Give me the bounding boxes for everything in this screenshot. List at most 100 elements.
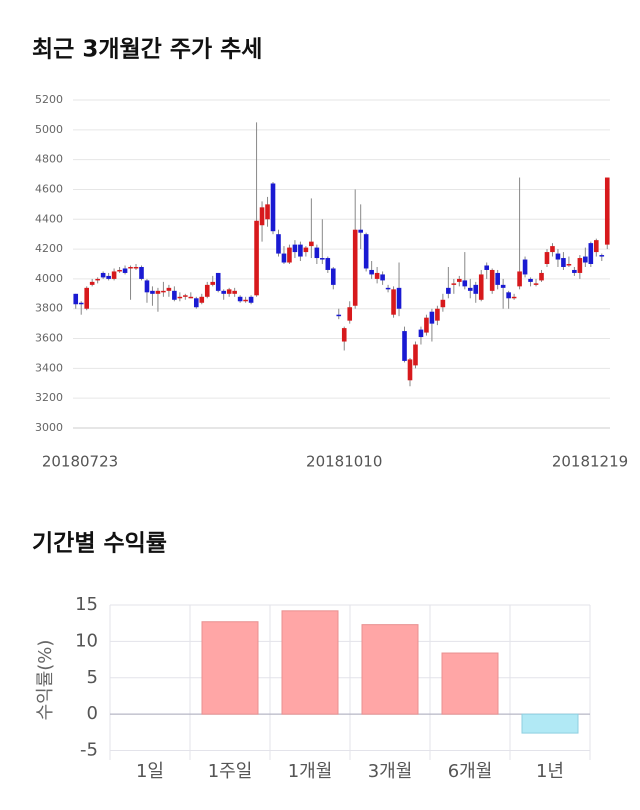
candle-body: [544, 252, 550, 264]
candle-body: [139, 266, 144, 279]
candle-body: [309, 241, 314, 247]
candle-body: [183, 295, 188, 297]
x-tick-label: 6개월: [448, 761, 493, 782]
candle-body: [528, 278, 533, 282]
candle-body: [363, 234, 369, 269]
candle-body: [462, 280, 468, 287]
chart-title: 최근 3개월간 주가 추세: [32, 37, 262, 63]
candle-body: [572, 269, 577, 273]
candle-body: [166, 287, 172, 291]
candle-body: [155, 290, 161, 294]
x-tick-label: 20181010: [306, 453, 382, 471]
candle-body: [385, 287, 391, 290]
x-tick-label: 1개월: [288, 761, 333, 782]
candle-body: [320, 258, 325, 260]
candle-body: [281, 253, 287, 263]
candle-body: [336, 314, 342, 317]
y-tick-label: 4200: [35, 242, 63, 255]
x-tick-label: 1주일: [208, 761, 253, 782]
candle-body: [226, 289, 232, 294]
candle-body: [506, 292, 511, 299]
bar: [441, 652, 499, 715]
candle-body: [303, 247, 309, 253]
candle-body: [259, 207, 265, 226]
y-tick-label: 15: [75, 594, 98, 615]
bar: [201, 621, 259, 715]
candle-body: [467, 287, 473, 291]
candle-body: [495, 272, 500, 285]
y-tick-label: 5000: [35, 123, 63, 136]
candle-body: [599, 255, 605, 257]
candle-body: [193, 298, 199, 308]
candle-body: [292, 244, 298, 253]
y-tick-label: 4800: [35, 153, 63, 166]
candle-body: [550, 246, 555, 253]
candle-body: [604, 177, 610, 245]
candle-body: [489, 269, 495, 291]
candle-body: [84, 287, 90, 309]
x-tick-label: 3개월: [368, 761, 413, 782]
y-tick-label: -5: [80, 740, 98, 761]
candle-body: [478, 274, 484, 300]
x-tick-label: 20181219: [552, 453, 628, 471]
y-tick-label: 4000: [35, 272, 63, 285]
candle-body: [314, 247, 320, 259]
candle-body: [352, 229, 358, 306]
candle-body: [358, 229, 363, 233]
candle-body: [172, 290, 177, 300]
bar: [361, 624, 419, 715]
y-axis-label: 수익률(%): [35, 640, 56, 721]
y-tick-label: 3400: [35, 361, 63, 374]
y-tick-label: 3600: [35, 332, 63, 345]
candle-body: [298, 244, 303, 257]
x-tick-label: 1년: [536, 761, 564, 782]
y-tick-label: 3200: [35, 391, 63, 404]
candle-body: [424, 317, 429, 333]
candle-body: [117, 269, 122, 272]
candle-body: [95, 278, 100, 281]
candle-body: [539, 272, 544, 281]
candle-body: [161, 290, 166, 293]
candle-body: [177, 296, 183, 299]
candle-body: [232, 290, 237, 294]
candle-body: [555, 253, 561, 260]
y-tick-label: 4600: [35, 182, 63, 195]
candle-body: [133, 266, 139, 269]
x-tick-label: 20180723: [42, 453, 118, 471]
candle-body: [330, 268, 336, 285]
candle-body: [89, 281, 95, 285]
candle-body: [204, 284, 210, 297]
candle-body: [561, 258, 566, 267]
candle-body: [451, 283, 457, 285]
candle-body: [517, 271, 522, 287]
candle-body: [522, 259, 528, 275]
y-tick-label: 4400: [35, 212, 63, 225]
candle-body: [122, 268, 128, 273]
candle-body: [128, 266, 133, 269]
candle-body: [73, 293, 79, 305]
candle-body: [265, 204, 270, 220]
x-tick-label: 1일: [136, 761, 164, 782]
candle-body: [221, 290, 226, 294]
y-tick-label: 5200: [35, 93, 63, 106]
candle-body: [588, 243, 594, 264]
chart-title: 기간별 수익률: [32, 531, 167, 557]
candle-body: [276, 234, 281, 254]
y-tick-label: 3800: [35, 302, 63, 315]
candle-body: [446, 287, 451, 294]
y-tick-label: 0: [87, 703, 98, 724]
candle-body: [407, 359, 413, 381]
candle-body: [111, 271, 117, 279]
candle-body: [500, 284, 506, 288]
candle-body: [215, 272, 221, 291]
candle-body: [566, 264, 572, 266]
bar: [281, 610, 339, 715]
candle-body: [210, 281, 216, 285]
candle-body: [484, 265, 490, 270]
candle-body: [473, 284, 479, 294]
candle-body: [369, 269, 374, 275]
candle-body: [270, 183, 276, 232]
candle-body: [418, 329, 424, 338]
